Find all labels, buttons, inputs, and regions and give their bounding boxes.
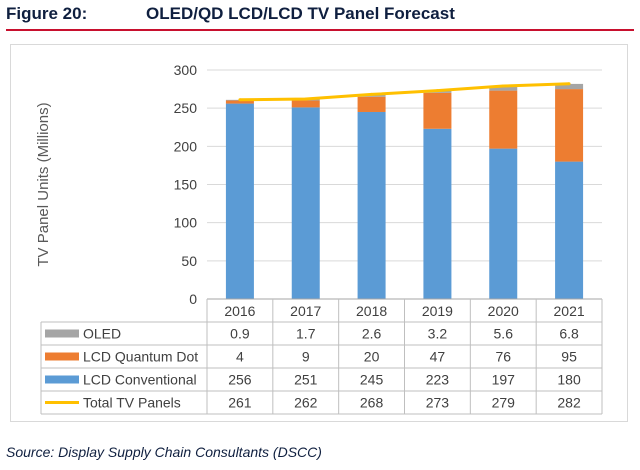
table-cell-value: 5.6: [494, 326, 514, 342]
bar-segment: [225, 103, 254, 299]
legend-series-name: LCD Quantum Dot: [83, 349, 198, 365]
source-note: Source: Display Supply Chain Consultants…: [6, 444, 322, 460]
table-cell-value: 279: [492, 395, 516, 411]
x-category-label: 2021: [554, 303, 585, 319]
total-point: [501, 84, 505, 88]
table-cell-value: 6.8: [559, 326, 579, 342]
bar-segment: [555, 89, 584, 162]
table-cell-value: 0.9: [230, 326, 250, 342]
table-cell-value: 1.7: [296, 326, 316, 342]
bar-segment: [489, 148, 518, 299]
table-cell-value: 95: [561, 349, 577, 365]
figure-title-text: OLED/QD LCD/LCD TV Panel Forecast: [146, 4, 455, 23]
bar-segment: [555, 83, 584, 90]
bar-segment: [555, 161, 584, 299]
x-category-label: 2019: [422, 303, 453, 319]
table-cell-value: 9: [302, 349, 310, 365]
legend-series-name: Total TV Panels: [83, 395, 181, 411]
table-cell-value: 180: [557, 372, 581, 388]
y-tick-label: 300: [174, 62, 198, 78]
total-point: [435, 89, 439, 93]
bar-segment: [225, 100, 254, 104]
chart-frame: 0 50 100 150 200 250 300 TV Panel Units (Millio…: [10, 44, 628, 422]
total-point: [238, 98, 242, 102]
bar-segment: [423, 128, 452, 299]
bar-segment: [489, 86, 518, 91]
bar-segment: [291, 107, 320, 299]
legend-series-name: LCD Conventional: [83, 372, 197, 388]
figure-number: Figure 20:: [6, 4, 88, 23]
bar-segment: [357, 111, 386, 299]
legend-series-name: OLED: [83, 326, 121, 342]
x-category-label: 2018: [356, 303, 387, 319]
table-cell-value: 47: [430, 349, 446, 365]
table-cell-value: 2.6: [362, 326, 382, 342]
y-tick-label: 100: [174, 215, 198, 231]
legend-key-swatch: [45, 329, 79, 338]
total-point: [370, 92, 374, 96]
x-category-label: 2017: [290, 303, 321, 319]
table-cell-value: 3.2: [428, 326, 448, 342]
total-point: [304, 97, 308, 101]
y-axis-label: TV Panel Units (Millions): [35, 102, 52, 266]
table-cell-value: 256: [228, 372, 252, 388]
figure-title: Figure 20: OLED/QD LCD/LCD TV Panel Forec…: [6, 4, 455, 24]
title-divider: [6, 29, 634, 31]
table-cell-value: 4: [236, 349, 244, 365]
x-category-label: 2016: [224, 303, 255, 319]
table-cell-value: 261: [228, 395, 252, 411]
table-cell-value: 273: [426, 395, 450, 411]
table-cell-value: 20: [364, 349, 380, 365]
bar-segment: [357, 96, 386, 112]
table-cell-value: 262: [294, 395, 318, 411]
bar-segment: [423, 92, 452, 129]
bar-segment: [291, 100, 320, 108]
legend-key-swatch: [45, 352, 79, 361]
table-cell-value: 268: [360, 395, 384, 411]
total-point: [567, 82, 571, 86]
table-cell-value: 251: [294, 372, 318, 388]
table-cell-value: 223: [426, 372, 450, 388]
y-tick-label: 50: [181, 253, 197, 269]
y-tick-label: 200: [174, 138, 198, 154]
x-category-label: 2020: [488, 303, 519, 319]
bar-segment: [489, 90, 518, 149]
table-cell-value: 197: [492, 372, 516, 388]
y-tick-label: 0: [189, 291, 197, 307]
y-tick-label: 250: [174, 100, 198, 116]
y-tick-label: 150: [174, 177, 198, 193]
table-cell-value: 282: [557, 395, 581, 411]
table-cell-value: 76: [495, 349, 511, 365]
chart-svg: 0 50 100 150 200 250 300 TV Panel Units (Millio…: [35, 62, 603, 415]
total-line: [239, 82, 570, 102]
legend-key-swatch: [45, 375, 79, 384]
table-cell-value: 245: [360, 372, 384, 388]
